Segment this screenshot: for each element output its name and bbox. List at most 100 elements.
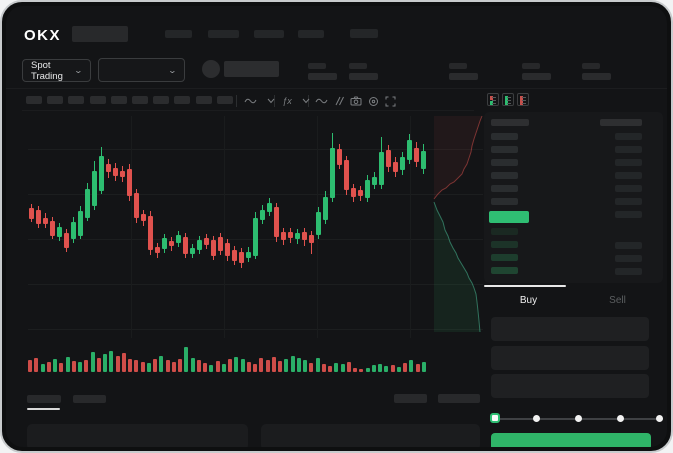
orders-tab-placeholder[interactable] [73, 395, 106, 403]
ticker-stat-value-placeholder [308, 73, 337, 80]
ticker-stat-label-placeholder [522, 63, 540, 69]
ask-amount-bar [615, 198, 642, 205]
gridline [28, 194, 483, 195]
orders-table-placeholder [27, 424, 248, 447]
nav-item-placeholder[interactable] [254, 30, 284, 38]
amount-input[interactable] [491, 346, 649, 370]
orders-action-placeholder[interactable] [438, 394, 480, 403]
gridline [28, 149, 483, 150]
ask-amount-bar [615, 133, 642, 140]
timeframe-button-placeholder[interactable] [153, 96, 170, 104]
last-price-highlight[interactable] [489, 211, 529, 223]
camera-icon[interactable] [349, 94, 363, 108]
orders-tab-placeholder[interactable] [27, 395, 61, 403]
ask-amount-bar [615, 172, 642, 179]
ticker-stat-label-placeholder [308, 63, 326, 69]
tab-sell[interactable]: Sell [609, 295, 626, 306]
slider-handle[interactable] [490, 413, 500, 423]
bid-amount-bar [615, 255, 642, 262]
bid-price-bar[interactable] [491, 254, 518, 261]
orders-table-placeholder [261, 424, 480, 447]
toolbar-separator [236, 95, 237, 107]
nav-item-placeholder[interactable] [165, 30, 192, 38]
ticker-stat-value-placeholder [449, 73, 478, 80]
orderbook-header-price [491, 119, 529, 126]
timeframe-button-placeholder[interactable] [26, 96, 42, 104]
tab-buy[interactable]: Buy [519, 295, 538, 306]
toolbar-divider [22, 110, 474, 111]
book-asks-only-icon[interactable] [517, 93, 529, 106]
draw-lines-icon[interactable] [331, 94, 345, 108]
ask-amount-bar [615, 159, 642, 166]
nav-item-placeholder[interactable] [350, 29, 378, 38]
bid-price-bar[interactable] [491, 267, 518, 274]
bid-price-bar[interactable] [491, 228, 518, 235]
ticker-stat-value-placeholder [582, 73, 611, 80]
header-search-placeholder[interactable] [72, 26, 128, 42]
ask-price-bar[interactable] [491, 198, 518, 205]
toolbar-separator [274, 95, 275, 107]
gridline [28, 239, 483, 240]
buy-button[interactable] [491, 433, 651, 447]
wave-icon[interactable] [243, 94, 257, 108]
book-both-sides-icon[interactable] [487, 93, 499, 106]
pair-selector-dropdown[interactable]: ⌄ [98, 58, 185, 82]
gridline [28, 284, 483, 285]
gridline [317, 116, 318, 338]
nav-item-placeholder[interactable] [298, 30, 324, 38]
book-bids-only-icon[interactable] [502, 93, 514, 106]
header-divider [6, 88, 667, 89]
chevron-down-icon: ⌄ [73, 66, 84, 75]
slider-dot[interactable] [656, 415, 663, 422]
active-tab-indicator [27, 408, 60, 410]
ask-price-bar[interactable] [491, 133, 518, 140]
slider-dot[interactable] [575, 415, 582, 422]
price-input[interactable] [491, 317, 649, 341]
ticker-stat-label-placeholder [349, 63, 367, 69]
ask-price-bar[interactable] [491, 146, 518, 153]
timeframe-button-placeholder[interactable] [68, 96, 85, 104]
ticker-stat-label-placeholder [582, 63, 600, 69]
ticker-stat-label-placeholder [449, 63, 467, 69]
orderbook-header-amount [600, 119, 642, 126]
bid-amount-bar [615, 268, 642, 275]
orders-action-placeholder[interactable] [394, 394, 427, 403]
total-input[interactable] [491, 374, 649, 398]
nav-item-placeholder[interactable] [208, 30, 239, 38]
bid-price-bar[interactable] [491, 241, 518, 248]
okx-logo: OKX [24, 27, 62, 44]
slider-dot[interactable] [533, 415, 540, 422]
wave-icon[interactable] [314, 94, 328, 108]
pair-name-placeholder [224, 61, 279, 77]
coin-icon [202, 60, 220, 78]
fx-indicators-icon[interactable]: ƒx [282, 96, 292, 106]
ask-amount-bar [615, 146, 642, 153]
gridline [131, 116, 132, 338]
market-type-label: Spot Trading [31, 59, 63, 82]
ask-price-bar[interactable] [491, 172, 518, 179]
buy-tab-indicator [484, 285, 566, 287]
ask-price-bar[interactable] [491, 185, 518, 192]
toolbar-separator [308, 95, 309, 107]
timeframe-button-placeholder[interactable] [89, 96, 106, 104]
slider-dot[interactable] [617, 415, 624, 422]
target-icon[interactable] [366, 94, 380, 108]
chevron-down-icon[interactable] [299, 94, 313, 108]
timeframe-button-placeholder[interactable] [110, 96, 127, 104]
ask-price-bar[interactable] [491, 159, 518, 166]
chevron-down-icon: ⌄ [167, 65, 178, 75]
timeframe-button-placeholder[interactable] [195, 96, 212, 104]
timeframe-button-placeholder[interactable] [216, 96, 233, 104]
trading-app: OKX Spot Trading ⌄ ⌄ ƒx [6, 6, 667, 447]
market-type-dropdown[interactable]: Spot Trading ⌄ [22, 59, 91, 82]
chevron-down-icon[interactable] [264, 94, 278, 108]
ask-amount-bar [615, 211, 642, 218]
timeframe-button-placeholder[interactable] [132, 96, 148, 104]
ticker-stat-value-placeholder [349, 73, 378, 80]
bid-amount-bar [615, 242, 642, 249]
timeframe-button-placeholder[interactable] [47, 96, 64, 104]
price-chart[interactable] [6, 111, 483, 373]
timeframe-button-placeholder[interactable] [174, 96, 191, 104]
fullscreen-icon[interactable] [383, 94, 397, 108]
